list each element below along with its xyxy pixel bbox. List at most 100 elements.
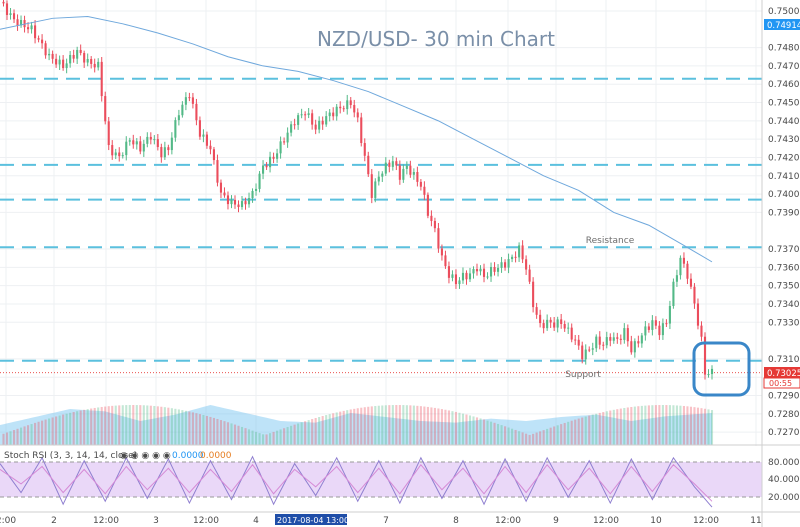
time-tick-label: 2:00 (0, 516, 16, 526)
time-tick-label: 12:00 (193, 516, 219, 526)
candle-body (602, 344, 605, 346)
volume-bar (90, 408, 93, 445)
candle-body (240, 201, 244, 208)
candle-body (623, 328, 626, 340)
candle-body (546, 319, 549, 329)
candle-body (654, 320, 657, 326)
candle-body (27, 27, 30, 30)
candle-body (535, 307, 538, 315)
volume-bar (433, 407, 436, 445)
volume-bar (167, 407, 170, 445)
volume-bar (409, 405, 412, 445)
candle-body (139, 141, 142, 152)
volume-bar (121, 405, 124, 445)
volume-bar (440, 409, 443, 445)
candle-body (405, 165, 408, 169)
candle-body (398, 165, 401, 180)
volume-bar (644, 405, 647, 445)
candle-body (297, 115, 300, 125)
candle-body (539, 314, 542, 324)
candle-body (286, 132, 289, 143)
rsi-axis: 80.0000 40.0000 20.0000 (768, 458, 800, 503)
candle-body (482, 268, 486, 277)
candle-body (251, 190, 254, 199)
volume-bar (588, 415, 591, 445)
candle-body (72, 54, 75, 59)
volume-bar (405, 405, 408, 445)
volume-bar (665, 405, 668, 445)
volume-bar (258, 433, 261, 445)
volume-bar (567, 421, 570, 445)
volume-bar (174, 408, 177, 445)
candle-body (388, 162, 391, 167)
candle-body (121, 155, 124, 157)
volume-bar (654, 405, 657, 445)
volume-bar (321, 416, 324, 445)
rsi-tick-label: 20.0000 (768, 493, 800, 503)
candle-body (521, 245, 524, 260)
candle-body (195, 103, 198, 121)
candle-body (219, 182, 223, 193)
volume-bar (370, 406, 373, 445)
volume-bar (198, 414, 201, 445)
candle-body (437, 228, 440, 249)
candle-body (265, 165, 268, 168)
volume-bar (437, 408, 440, 445)
volume-bar (272, 431, 275, 445)
volume-bar (297, 423, 300, 445)
candle-body (661, 323, 664, 336)
candle-body (581, 345, 584, 360)
candle-body (609, 337, 612, 341)
time-tick-label: 8 (453, 516, 459, 526)
volume-bar (65, 413, 68, 445)
volume-bar (184, 410, 187, 445)
volume-bar (2, 433, 5, 445)
candle-body (184, 97, 187, 105)
candle-body (55, 58, 58, 65)
candle-body (290, 124, 293, 133)
candle-body (644, 326, 647, 336)
candle-body (48, 53, 51, 56)
volume-bar (675, 405, 678, 445)
candle-body (668, 306, 671, 324)
candle-body (349, 100, 352, 106)
volume-bar (693, 407, 696, 445)
candle-body (307, 113, 310, 116)
volume-bar (111, 405, 114, 445)
volume-bar (563, 422, 566, 445)
candle-body (37, 38, 40, 40)
candle-body (686, 263, 689, 279)
volume-bar (125, 405, 128, 445)
volume-bar (658, 405, 661, 445)
candle-body (223, 192, 226, 196)
candle-body (577, 339, 580, 346)
volume-bar (332, 413, 335, 445)
volume-bar (230, 423, 233, 445)
volume-bar (549, 427, 552, 445)
stoch-rsi-panel: Stoch RSI (3, 3, 14, 14, close) ◉ ◉ ◉ ◉ … (0, 446, 762, 512)
candle-body (665, 323, 668, 325)
candle-body (311, 113, 314, 125)
volume-bar (458, 412, 461, 445)
volume-bar (44, 419, 47, 445)
volume-bar (55, 416, 58, 445)
time-tick-label: 10 (650, 516, 662, 526)
candle-body (672, 281, 675, 307)
candle-body (237, 204, 240, 208)
volume-bar (212, 417, 216, 445)
candle-body (226, 195, 230, 205)
candle-body (682, 257, 685, 264)
candle-body (174, 120, 177, 138)
support-label: Support (565, 370, 601, 380)
candle-body (616, 337, 619, 339)
candle-body (619, 338, 622, 340)
volume-bar (584, 416, 587, 445)
volume-bar (377, 405, 380, 445)
volume-bar (216, 418, 219, 445)
